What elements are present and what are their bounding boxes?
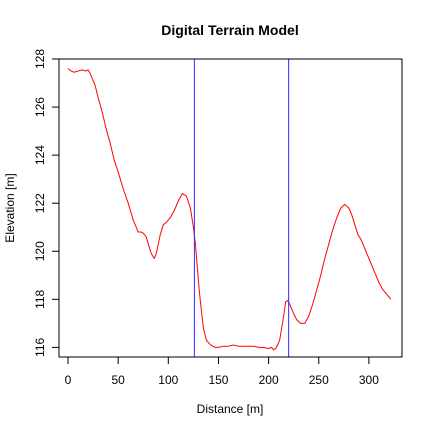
x-axis-label: Distance [m]	[197, 402, 264, 416]
elevation-profile-line	[67, 68, 392, 351]
y-tick-label: 124	[33, 145, 47, 165]
x-tick-label: 150	[208, 373, 228, 387]
y-axis-label: Elevation [m]	[3, 173, 17, 242]
y-tick-label: 126	[33, 97, 47, 117]
x-tick-label: 200	[259, 373, 279, 387]
plot-area	[67, 59, 392, 357]
y-tick-label: 122	[33, 193, 47, 213]
y-tick-label: 128	[33, 49, 47, 69]
y-axis: 116 118 120 122 124 126 128	[33, 49, 60, 357]
plot-frame	[58, 58, 403, 358]
y-tick-label: 116	[33, 338, 47, 357]
x-tick-label: 0	[65, 373, 72, 387]
y-tick-label: 120	[33, 241, 47, 261]
x-tick-label: 250	[309, 373, 329, 387]
x-tick-label: 50	[111, 373, 125, 387]
x-axis: 0 50 100 150 200 250 300	[65, 356, 379, 387]
x-tick-label: 100	[158, 373, 178, 387]
chart-title: Digital Terrain Model	[161, 22, 298, 38]
y-tick-label: 118	[33, 289, 47, 308]
x-tick-label: 300	[359, 373, 379, 387]
